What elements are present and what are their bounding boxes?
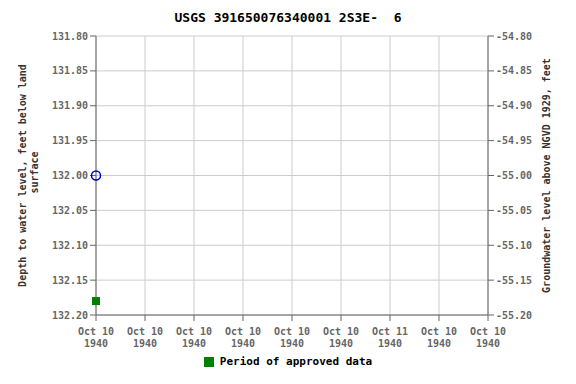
svg-text:Oct 101940: Oct 101940 [323,326,359,349]
html-text:Period of approved data: Period of approved data [219,355,373,368]
svg-text:Oct 101940: Oct 101940 [127,326,163,349]
svg-text:Oct 111940: Oct 111940 [372,326,408,349]
svg-text:Oct 101940: Oct 101940 [421,326,457,349]
svg-text:-54.95: -54.95 [496,135,532,146]
svg-text:-55.10: -55.10 [496,240,532,251]
svg-text:Oct 101940: Oct 101940 [274,326,310,349]
svg-text:-54.85: -54.85 [496,65,532,76]
svg-text:Oct 101940: Oct 101940 [176,326,212,349]
svg-text:-55.20: -55.20 [496,310,532,321]
svg-text:Groundwater level above NGVD 1: Groundwater level above NGVD 1929, feet [541,58,552,293]
svg-text:131.80: 131.80 [52,31,88,42]
svg-text:Oct 101940: Oct 101940 [225,326,261,349]
svg-text:Oct 101940: Oct 101940 [78,326,114,349]
svg-text:-54.90: -54.90 [496,100,532,111]
svg-text:132.05: 132.05 [52,205,88,216]
svg-text:132.00: 132.00 [52,170,88,181]
svg-text:132.10: 132.10 [52,240,88,251]
svg-text:131.95: 131.95 [52,135,88,146]
svg-text:131.90: 131.90 [52,100,88,111]
svg-text:131.85: 131.85 [52,65,88,76]
svg-text:-54.80: -54.80 [496,31,532,42]
svg-text:132.20: 132.20 [52,310,88,321]
svg-text:132.15: 132.15 [52,275,88,286]
svg-text:-55.00: -55.00 [496,170,532,181]
svg-text:Oct 101940: Oct 101940 [470,326,506,349]
svg-text:-55.15: -55.15 [496,275,532,286]
svg-text:-55.05: -55.05 [496,205,532,216]
svg-text:Depth to water level, feet bel: Depth to water level, feet below land su… [17,64,40,287]
html-text:USGS 391650076340001 2S3E- 6: USGS 391650076340001 2S3E- 6 [174,10,402,25]
